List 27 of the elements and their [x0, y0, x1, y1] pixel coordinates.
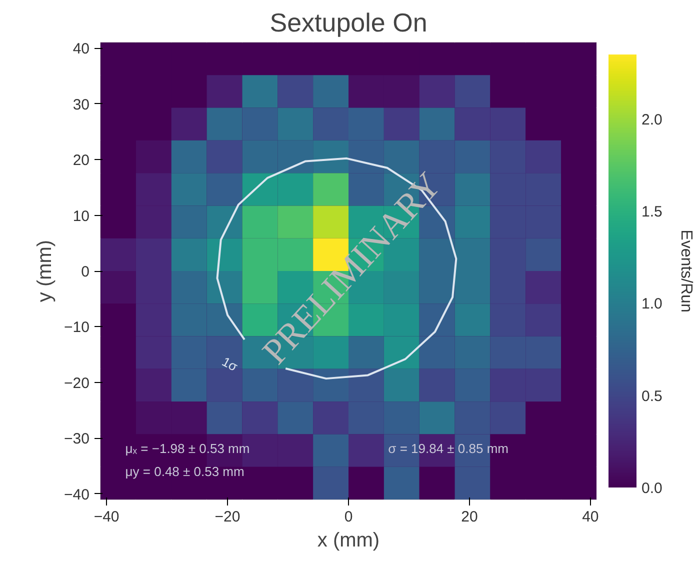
chart-title: Sextupole On: [270, 8, 428, 38]
color-bar-label: 0.5: [642, 388, 662, 405]
y-tick-label: 30: [72, 96, 90, 114]
annotation: μₓ = −1.98 ± 0.53 mm: [125, 441, 250, 456]
x-axis-title: x (mm): [317, 530, 380, 552]
y-tick-label: 20: [72, 152, 90, 170]
annotation: μy = 0.48 ± 0.53 mm: [125, 464, 244, 479]
color-bar-label: 1.0: [642, 296, 662, 313]
annotation: σ = 19.84 ± 0.85 mm: [388, 441, 508, 456]
x-tick-label: 40: [582, 508, 599, 526]
x-tick-label: −40: [94, 508, 120, 526]
color-bar-label: 1.5: [642, 204, 662, 221]
y-tick-label: −30: [64, 430, 90, 448]
x-tick-label: 20: [461, 508, 478, 526]
x-tick-label: −20: [214, 508, 240, 526]
y-tick-label: 10: [72, 208, 90, 225]
color-bar-title: Events/Run: [678, 230, 694, 312]
y-tick-label: −40: [64, 486, 90, 504]
y-tick-label: −10: [64, 319, 90, 336]
color-bar-label: 2.0: [642, 111, 662, 128]
y-tick-label: −20: [64, 374, 90, 392]
color-bar-label: 0.0: [642, 480, 662, 497]
x-tick-label: 0: [344, 508, 353, 526]
y-tick-label: 0: [81, 264, 90, 280]
annotation: 1σ: [220, 354, 240, 374]
y-axis-title: y (mm): [34, 240, 56, 302]
y-tick-label: 40: [72, 40, 90, 58]
